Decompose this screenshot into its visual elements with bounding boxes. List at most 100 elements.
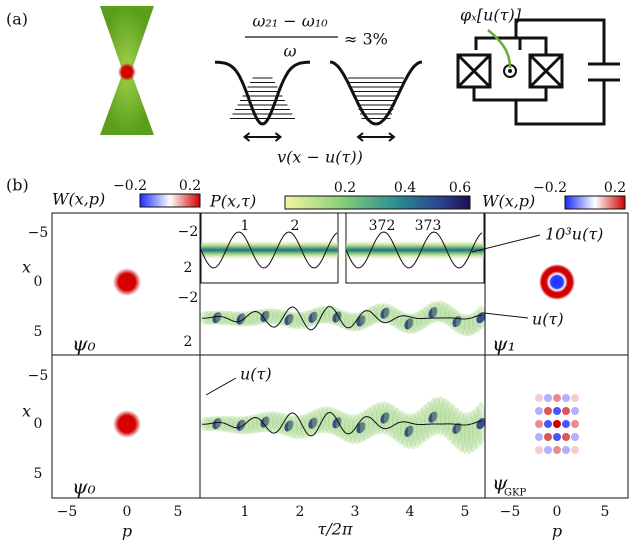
y-axis-label: x (22, 258, 31, 277)
y-tick-label: 0 (34, 416, 43, 432)
inset-band (201, 240, 338, 260)
state-label: ψ₁ (492, 332, 516, 356)
pointer (206, 378, 236, 395)
gkp-peak (544, 433, 552, 441)
panel-label: (b) (6, 176, 29, 195)
y-tick-label: 5 (34, 324, 43, 340)
gkp-peak (571, 446, 579, 454)
x-axis-label: p (122, 522, 132, 541)
colorbar-title: W(x,p) (52, 190, 105, 209)
y-tick-label: −5 (28, 368, 49, 384)
y-tick-label: −2 (178, 290, 199, 306)
gkp-peak (544, 394, 552, 402)
potential-label: v(x − u(τ)) (277, 148, 363, 167)
gkp-peak (535, 407, 543, 415)
x-tick-label: 2 (296, 504, 305, 520)
colorbar (140, 194, 200, 207)
wigner-psi0 (113, 410, 141, 438)
wigner-gkp (535, 394, 579, 454)
x-tick-label: −5 (57, 504, 78, 520)
wigner-psi1 (539, 264, 575, 300)
curve-label: u(τ) (240, 365, 272, 384)
gkp-peak (562, 394, 570, 402)
arrow (245, 133, 281, 141)
y-tick-label: 5 (34, 466, 43, 482)
colorbar-tick: 0.4 (394, 180, 416, 196)
x-tick-label: 5 (601, 504, 610, 520)
state-label: ψ₀ (72, 475, 96, 499)
ratio-value: ≈ 3% (344, 30, 388, 49)
inset-band (346, 240, 484, 260)
gkp-peak (553, 407, 561, 415)
x-tick-label: 5 (461, 504, 470, 520)
figure: (a) ω₂₁ − ω₁₀ ω ≈ 3% v(x − u(τ)) φₓ[u(τ)… (0, 0, 641, 541)
gkp-peak (553, 394, 561, 402)
period-label: 1 (241, 218, 250, 234)
gkp-peak (553, 433, 561, 441)
y-tick-label: 2 (184, 334, 193, 350)
wigner-psi0 (113, 268, 141, 296)
curve-label: u(τ) (532, 310, 564, 329)
state-subscript: GKP (504, 488, 526, 499)
y-axis-label: x (22, 402, 31, 421)
gkp-peak (562, 407, 570, 415)
colorbar (565, 196, 625, 209)
colorbar-tick: 0.6 (449, 180, 471, 196)
colorbar-tick: −0.2 (113, 178, 147, 194)
gkp-peak (544, 407, 552, 415)
gkp-peak (571, 420, 579, 428)
x-tick-label: −5 (500, 504, 521, 520)
colorbar-tick: 0.2 (334, 180, 356, 196)
gkp-peak (571, 433, 579, 441)
gkp-peak (553, 446, 561, 454)
y-tick-label: −5 (28, 225, 49, 241)
pointer (484, 313, 528, 318)
gkp-peak (562, 433, 570, 441)
colorbar-title: W(x,p) (482, 192, 535, 211)
y-tick-label: 0 (34, 274, 43, 290)
colorbar-tick: −0.2 (533, 180, 567, 196)
frames (52, 213, 628, 498)
state-label: ψ₀ (72, 332, 96, 356)
x-axis-label: τ/2π (318, 520, 353, 539)
gkp-peak (571, 407, 579, 415)
period-label: 372 (369, 218, 396, 234)
x-tick-label: 0 (553, 504, 562, 520)
period-label: 373 (415, 218, 442, 234)
flux-label: φₓ[u(τ)] (460, 6, 522, 25)
well (330, 62, 422, 124)
inset-y-tick: 2 (184, 260, 193, 276)
ratio-denominator: ω (283, 42, 296, 61)
gkp-peak (553, 420, 561, 428)
x-axis-label: p (552, 522, 562, 541)
gkp-peak (535, 394, 543, 402)
gkp-peak (535, 446, 543, 454)
colorbar (285, 196, 470, 209)
panel-label: (a) (6, 10, 28, 29)
colorbar-title: P(x,τ) (209, 192, 256, 211)
ratio-numerator: ω₂₁ − ω₁₀ (252, 12, 328, 31)
loop-center (508, 69, 512, 73)
x-tick-label: 3 (351, 504, 360, 520)
colorbar-tick: 0.2 (179, 178, 201, 194)
x-tick-label: 1 (241, 504, 250, 520)
gkp-peak (562, 446, 570, 454)
colorbar-tick: 0.2 (604, 180, 626, 196)
potential-wells (215, 62, 422, 141)
inset-y-tick: −2 (178, 224, 199, 240)
period-label: 2 (291, 218, 300, 234)
arrow (358, 133, 394, 141)
curve-label: 10³u(τ) (545, 225, 603, 244)
gkp-peak (535, 433, 543, 441)
gkp-peak (571, 394, 579, 402)
x-tick-label: 0 (123, 504, 132, 520)
x-tick-label: 4 (406, 504, 415, 520)
well (215, 62, 310, 124)
gkp-peak (535, 420, 543, 428)
x-tick-label: 5 (174, 504, 183, 520)
atom (118, 63, 136, 81)
gkp-peak (562, 420, 570, 428)
gkp-peak (544, 446, 552, 454)
gkp-peak (544, 420, 552, 428)
circuit (458, 20, 620, 124)
